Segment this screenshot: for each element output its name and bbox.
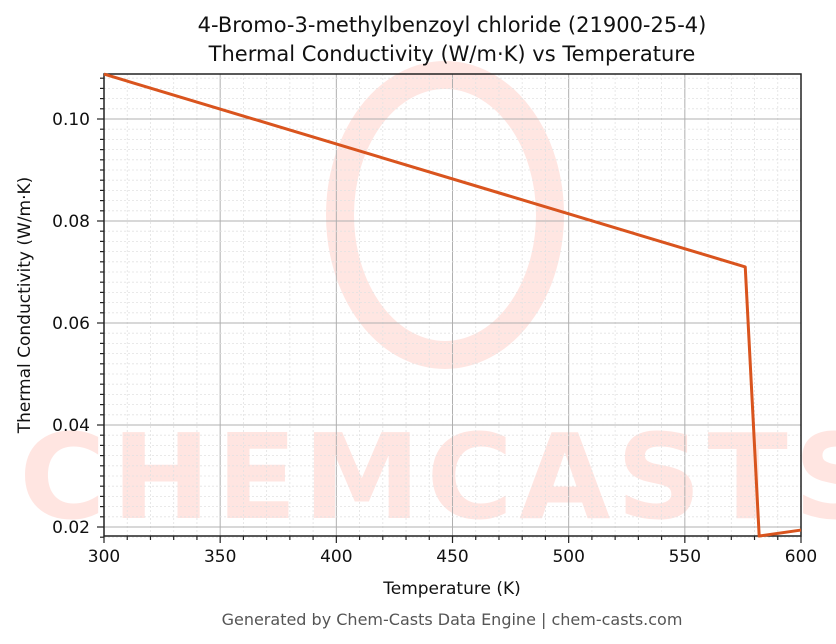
svg-text:350: 350 bbox=[204, 547, 236, 567]
svg-text:600: 600 bbox=[785, 547, 817, 567]
svg-text:500: 500 bbox=[552, 547, 584, 567]
chart-subtitle: Thermal Conductivity (W/m·K) vs Temperat… bbox=[208, 42, 696, 66]
svg-text:0.08: 0.08 bbox=[52, 212, 90, 232]
svg-text:CHEMCASTS: CHEMCASTS bbox=[19, 408, 836, 546]
grid bbox=[103, 74, 802, 538]
x-axis-label: Temperature (K) bbox=[382, 579, 521, 599]
svg-text:0.04: 0.04 bbox=[52, 416, 90, 436]
svg-text:0.02: 0.02 bbox=[52, 518, 90, 538]
svg-text:550: 550 bbox=[669, 547, 701, 567]
svg-text:300: 300 bbox=[88, 547, 120, 567]
svg-text:400: 400 bbox=[320, 547, 352, 567]
footer-credit: Generated by Chem-Casts Data Engine | ch… bbox=[222, 610, 683, 629]
svg-text:0.10: 0.10 bbox=[52, 110, 90, 130]
data-line bbox=[103, 72, 802, 538]
svg-text:0.06: 0.06 bbox=[52, 314, 90, 334]
y-axis-label: Thermal Conductivity (W/m·K) bbox=[15, 177, 35, 435]
axis-ticks: 300 350 400 450 500 550 600 0.02 0.04 0.06 0.08 0.1… bbox=[52, 77, 817, 567]
watermark: CHEMCASTS bbox=[19, 61, 836, 546]
chart-title: 4-Bromo-3-methylbenzoyl chloride (21900-… bbox=[198, 13, 707, 37]
svg-text:450: 450 bbox=[436, 547, 468, 567]
